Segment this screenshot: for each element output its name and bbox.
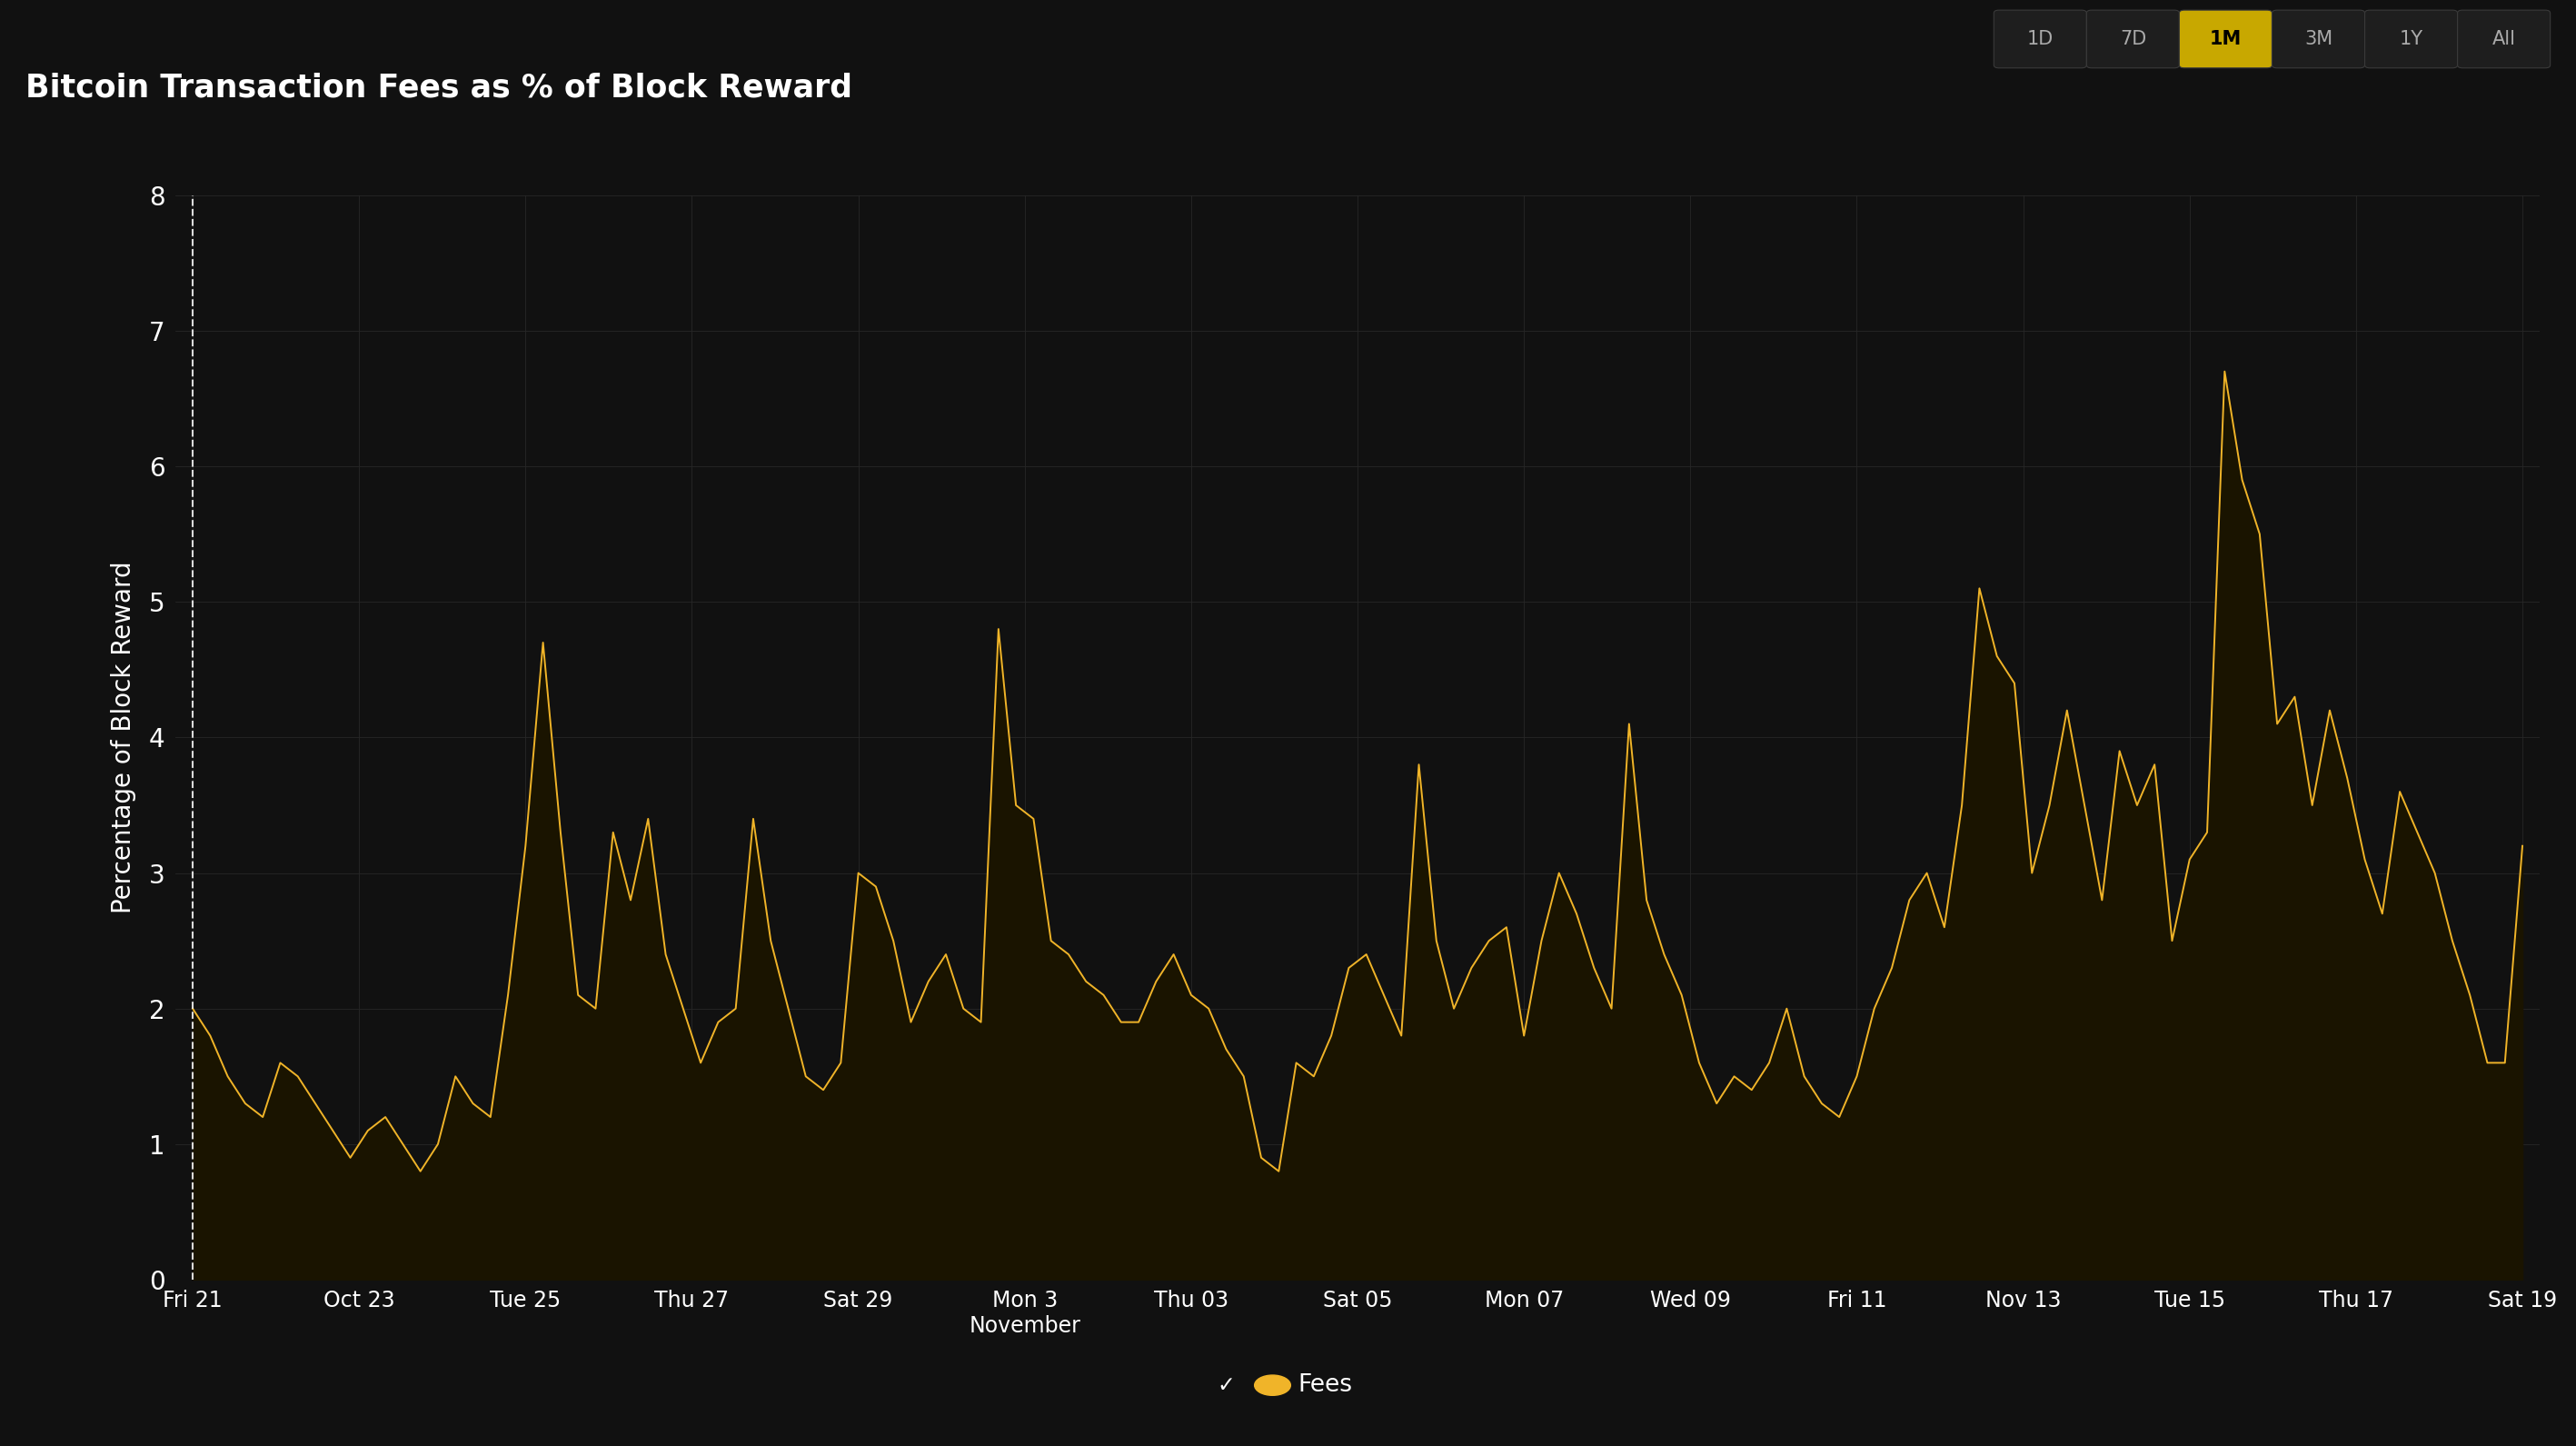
Text: All: All <box>2491 30 2517 48</box>
Text: ✓: ✓ <box>1218 1374 1234 1397</box>
Text: Fees: Fees <box>1298 1374 1352 1397</box>
Y-axis label: Percentage of Block Reward: Percentage of Block Reward <box>111 561 137 914</box>
Text: Bitcoin Transaction Fees as % of Block Reward: Bitcoin Transaction Fees as % of Block R… <box>26 72 853 103</box>
Text: 1D: 1D <box>2027 30 2053 48</box>
Text: 1M: 1M <box>2210 30 2241 48</box>
Text: 7D: 7D <box>2120 30 2146 48</box>
Text: 3M: 3M <box>2306 30 2331 48</box>
Text: 1Y: 1Y <box>2398 30 2424 48</box>
